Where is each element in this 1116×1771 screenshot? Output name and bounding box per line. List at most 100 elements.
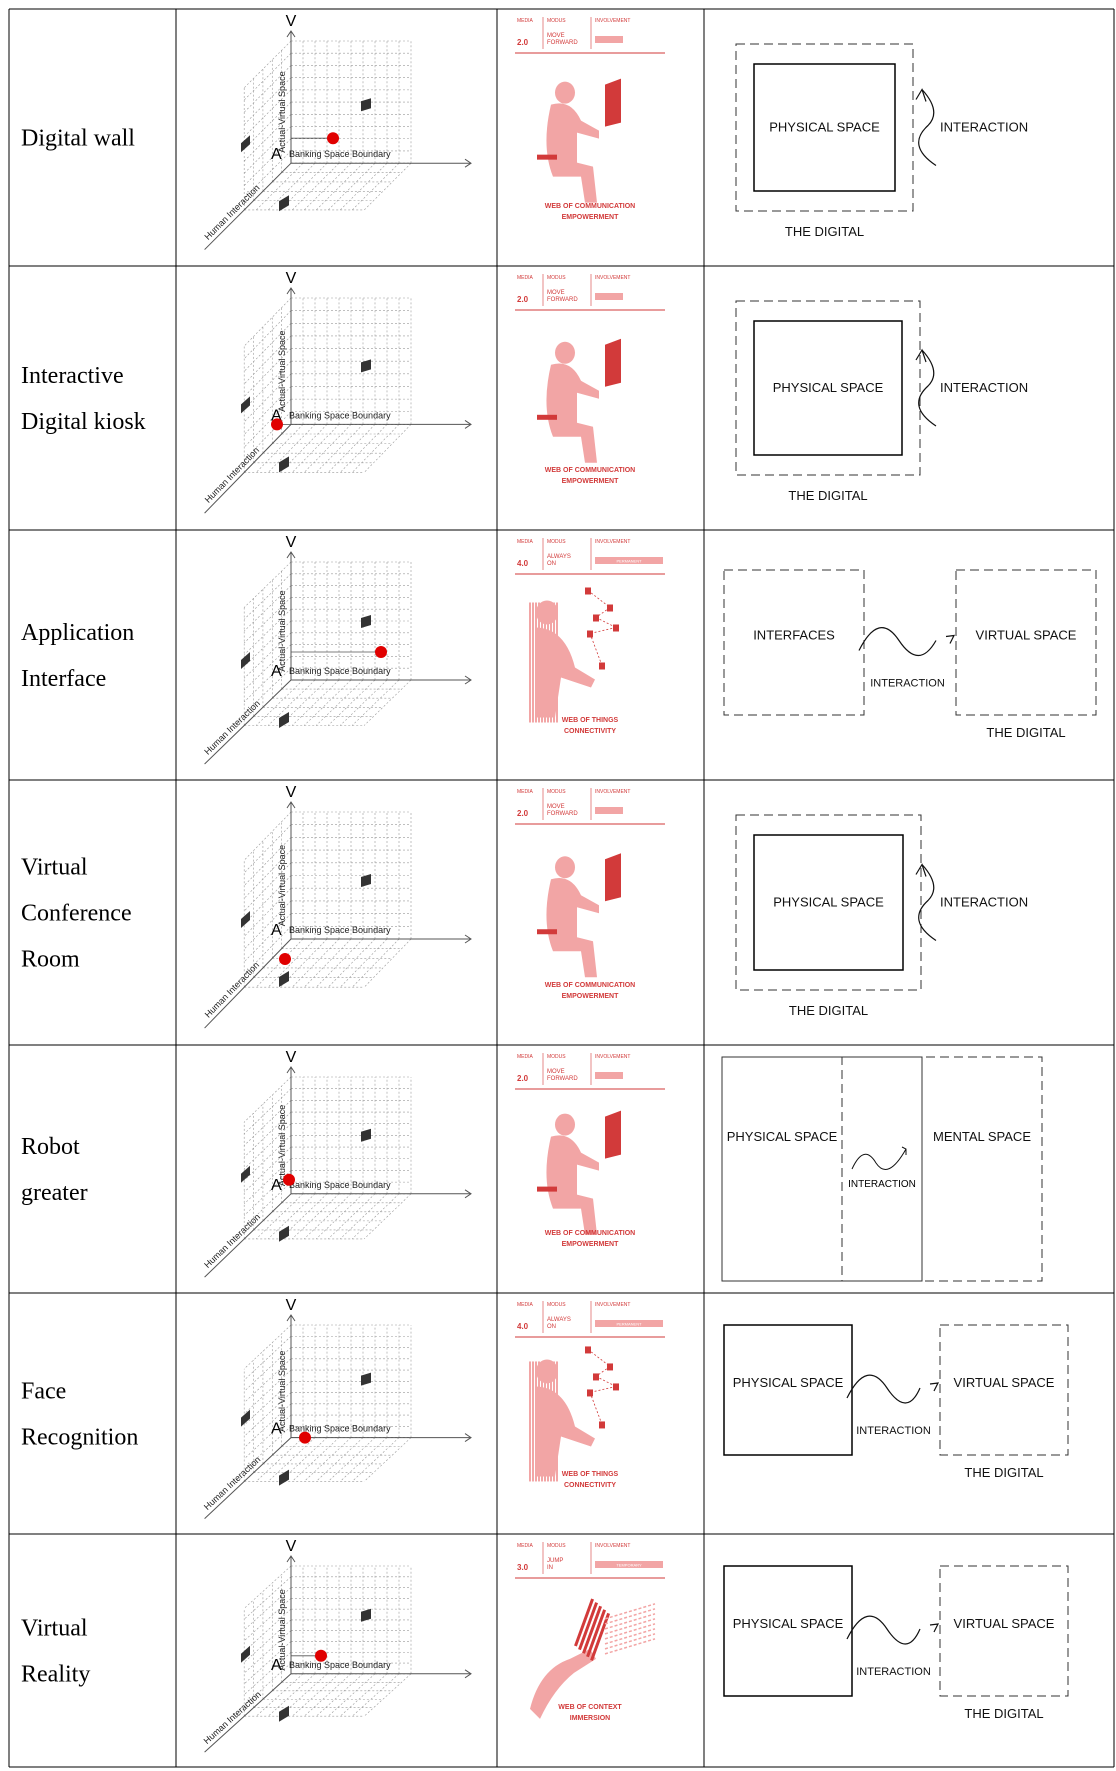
figure-screen <box>605 853 621 902</box>
poster-involvement-label: INVOLVEMENT <box>595 1302 630 1308</box>
axis-horizontal-label: Human Interaction <box>203 960 261 1020</box>
poster-modus-label: MODUS <box>547 1302 566 1308</box>
digital-label: THE DIGITAL <box>788 488 867 503</box>
axis-arrow <box>286 1555 296 1563</box>
grid-line <box>279 162 328 211</box>
grid-line <box>243 126 292 174</box>
poster-modus: ON <box>547 561 556 567</box>
grid-line <box>351 424 400 473</box>
grid-line <box>243 1641 292 1685</box>
figure-link <box>595 607 611 618</box>
axis-v-label: V <box>286 1049 297 1066</box>
grid-line <box>291 1673 340 1717</box>
figure-trail <box>604 1603 656 1620</box>
grid-line <box>243 310 292 359</box>
right-label: MENTAL SPACE <box>933 1129 1031 1144</box>
grid-line <box>315 424 364 473</box>
grid-line <box>303 1437 352 1482</box>
figure-node <box>613 1383 619 1391</box>
interaction-label: INTERACTION <box>870 678 945 690</box>
figure-trail <box>604 1623 656 1640</box>
figure-plate <box>586 1609 607 1658</box>
poster-bar <box>595 36 623 43</box>
grid-line <box>315 1193 364 1240</box>
mental-box <box>841 1056 1043 1282</box>
axis-line <box>204 679 292 765</box>
marker-square <box>241 1645 250 1663</box>
grid-line <box>363 679 412 726</box>
poster-modus: ALWAYS <box>547 1317 571 1323</box>
grid-line <box>327 424 376 473</box>
axis-v-label: V <box>286 270 297 287</box>
physical-label: PHYSICAL SPACE <box>773 895 884 910</box>
grid-line <box>363 162 412 211</box>
grid-line <box>255 1193 304 1240</box>
grid-line <box>255 424 304 473</box>
axis-line <box>204 424 292 514</box>
grid-line <box>243 875 292 924</box>
grid-line <box>243 1652 292 1695</box>
left-label: PHYSICAL SPACE <box>733 1375 844 1390</box>
interaction-label: INTERACTION <box>856 1425 931 1437</box>
axis-a-label: A <box>271 663 282 680</box>
left-label: PHYSICAL SPACE <box>733 1616 844 1631</box>
digital-label: THE DIGITAL <box>789 1003 868 1018</box>
grid-line <box>243 1403 292 1448</box>
figure-screen <box>605 338 621 387</box>
grid-line <box>243 150 292 198</box>
left-box <box>723 569 865 716</box>
interaction-label: INTERACTION <box>940 120 1028 135</box>
grid-line <box>243 1662 292 1706</box>
poster-media-label: MEDIA <box>517 789 534 795</box>
grid-line <box>267 1673 316 1717</box>
grid-line <box>303 162 352 211</box>
grid-line <box>243 1181 292 1228</box>
figure <box>546 103 599 203</box>
axis-a-label: A <box>271 1657 282 1674</box>
digital-label: THE DIGITAL <box>986 725 1065 740</box>
marker-square <box>361 359 371 373</box>
row-name: Virtual <box>21 855 88 881</box>
grid-line <box>243 1146 292 1193</box>
grid-line <box>303 679 352 726</box>
axis-vertical-label: Actual-Virtual Space <box>277 71 287 152</box>
poster-modus: MOVE <box>547 33 565 39</box>
grid-line <box>291 679 340 726</box>
grid-line <box>303 1673 352 1717</box>
position-dot <box>283 1173 295 1186</box>
poster-involvement-label: INVOLVEMENT <box>595 275 630 281</box>
marker-square <box>279 1225 289 1242</box>
figure-node <box>607 604 613 612</box>
row-name: Face <box>21 1379 66 1405</box>
grid-line <box>243 862 292 912</box>
grid-line <box>243 89 292 137</box>
axis-horizontal-label: Human Interaction <box>202 698 262 756</box>
marker-square <box>361 615 371 628</box>
poster-modus-label: MODUS <box>547 539 566 545</box>
grid-line <box>363 1673 412 1717</box>
grid-line <box>339 1193 388 1240</box>
digital-boundary <box>735 300 921 476</box>
axis-v-label: V <box>286 1297 297 1314</box>
poster-media: 2.0 <box>517 38 529 47</box>
axis-boundary-label: Banking Space Boundary <box>289 1660 391 1670</box>
grid-line <box>267 1437 316 1482</box>
axis-vertical-label: Actual-Virtual Space <box>277 590 287 671</box>
grid-line <box>243 1076 292 1123</box>
figure-link <box>589 1386 617 1393</box>
poster-modus: JUMP <box>547 1558 563 1564</box>
physical-box <box>753 63 896 192</box>
grid-line <box>351 938 400 988</box>
poster-modus: ON <box>547 1324 556 1330</box>
axis-v-label: V <box>286 534 297 551</box>
axis-boundary-label: Banking Space Boundary <box>289 925 391 935</box>
poster-modus: FORWARD <box>547 40 578 46</box>
grid-line <box>243 1587 292 1631</box>
figure <box>546 877 599 978</box>
marker-square <box>279 971 289 987</box>
grid-line <box>303 938 352 988</box>
poster-media-label: MEDIA <box>517 275 534 281</box>
axis-boundary-label: Banking Space Boundary <box>289 666 391 676</box>
grid-line <box>243 297 292 347</box>
physical-box <box>753 834 904 971</box>
